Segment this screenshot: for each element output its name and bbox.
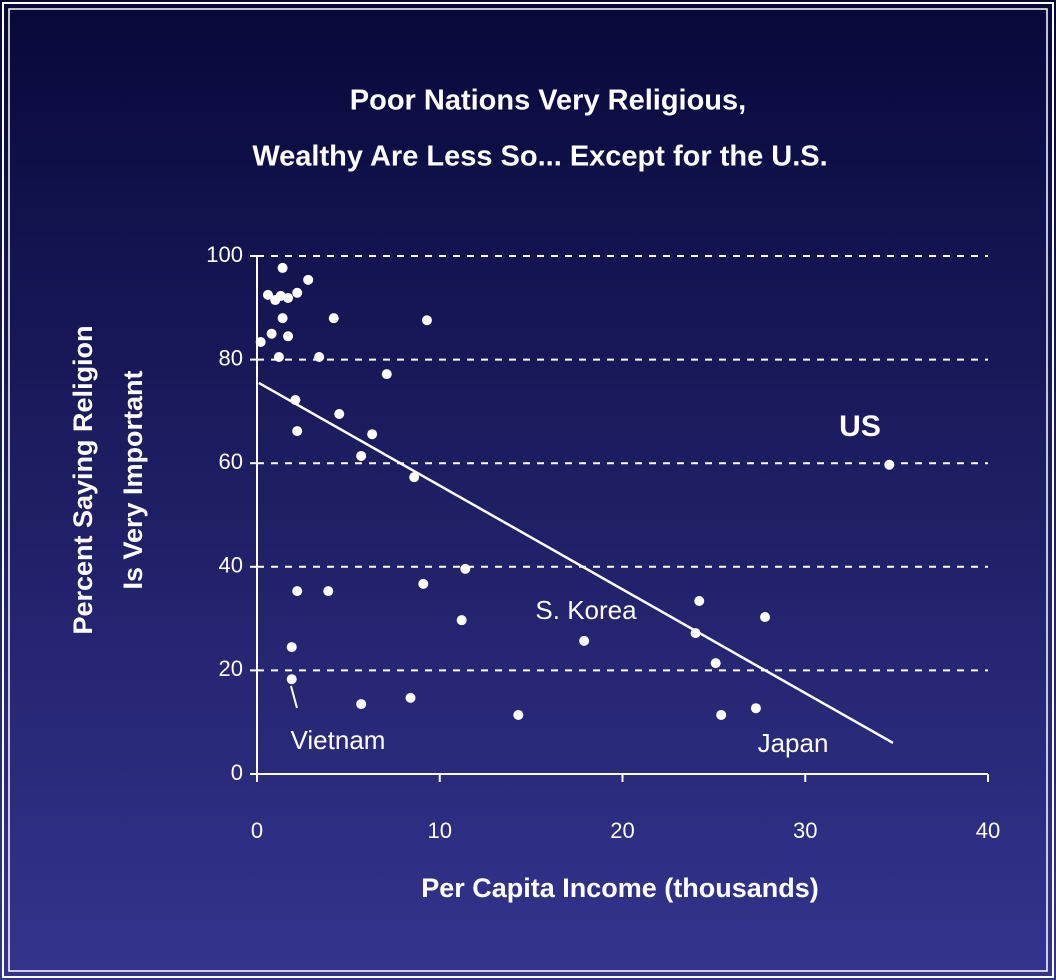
scatter-point <box>884 459 895 470</box>
scatter-point <box>334 408 345 419</box>
x-axis-label: Per Capita Income (thousands) <box>421 873 819 903</box>
chart-title: Poor Nations Very Religious, <box>350 85 746 117</box>
x-tick-label: 40 <box>976 818 1000 843</box>
scatter-point <box>381 369 392 380</box>
scatter-point <box>579 635 590 646</box>
x-tick-label: 30 <box>793 818 817 843</box>
y-axis-label: Is Very Important <box>118 370 148 589</box>
scatter-point <box>690 628 701 639</box>
scatter-point <box>292 586 303 597</box>
scatter-point <box>328 313 339 324</box>
scatter-point <box>323 586 334 597</box>
scatter-point <box>409 472 420 483</box>
scatter-point <box>292 426 303 437</box>
y-tick-label: 100 <box>206 242 243 267</box>
scatter-point <box>356 699 367 710</box>
x-tick-label: 20 <box>610 818 634 843</box>
scatter-point <box>456 615 467 626</box>
y-tick-label: 60 <box>219 449 243 474</box>
scatter-point <box>421 315 432 326</box>
y-axis-label-group: Percent Saying Religion <box>68 325 98 634</box>
scatter-point <box>513 709 524 720</box>
y-axis-label-group: Is Very Important <box>118 370 148 589</box>
scatter-point <box>290 395 301 406</box>
y-axis-label: Percent Saying Religion <box>68 325 98 634</box>
scatter-point <box>277 262 288 273</box>
scatter-point <box>710 658 721 669</box>
y-tick-label: 40 <box>219 553 243 578</box>
scatter-point <box>405 692 416 703</box>
scatter-point <box>694 595 705 606</box>
scatter-point <box>286 674 297 685</box>
y-tick-label: 0 <box>231 760 243 785</box>
scatter-point <box>303 274 314 285</box>
scatter-point <box>273 352 284 363</box>
chart-title: Wealthy Are Less So... Except for the U.… <box>252 141 827 173</box>
scatter-point <box>277 313 288 324</box>
scatter-point <box>286 642 297 653</box>
scatter-point <box>262 289 273 300</box>
trend-line <box>258 381 894 745</box>
scatter-point <box>367 429 378 440</box>
scatter-point <box>266 328 277 339</box>
scatter-point <box>418 578 429 589</box>
scatter-point <box>292 287 303 298</box>
scatter-point <box>283 331 294 342</box>
inner-border <box>8 8 1048 972</box>
scatter-point <box>460 563 471 574</box>
scatter-point <box>356 450 367 461</box>
scatter-point <box>314 352 325 363</box>
scatter-point <box>760 612 771 623</box>
scatter-point <box>716 709 727 720</box>
annotation: Vietnam <box>291 725 386 755</box>
scatter-point <box>750 703 761 714</box>
scatter-point <box>283 292 294 303</box>
x-tick-label: 0 <box>251 818 263 843</box>
scatter-point <box>255 336 266 347</box>
annotation-pointer <box>290 685 298 709</box>
annotation: S. Korea <box>535 595 637 625</box>
y-tick-label: 20 <box>219 656 243 681</box>
y-tick-label: 80 <box>219 345 243 370</box>
annotation: US <box>839 410 881 443</box>
x-tick-label: 10 <box>428 818 452 843</box>
annotation: Japan <box>758 728 829 758</box>
